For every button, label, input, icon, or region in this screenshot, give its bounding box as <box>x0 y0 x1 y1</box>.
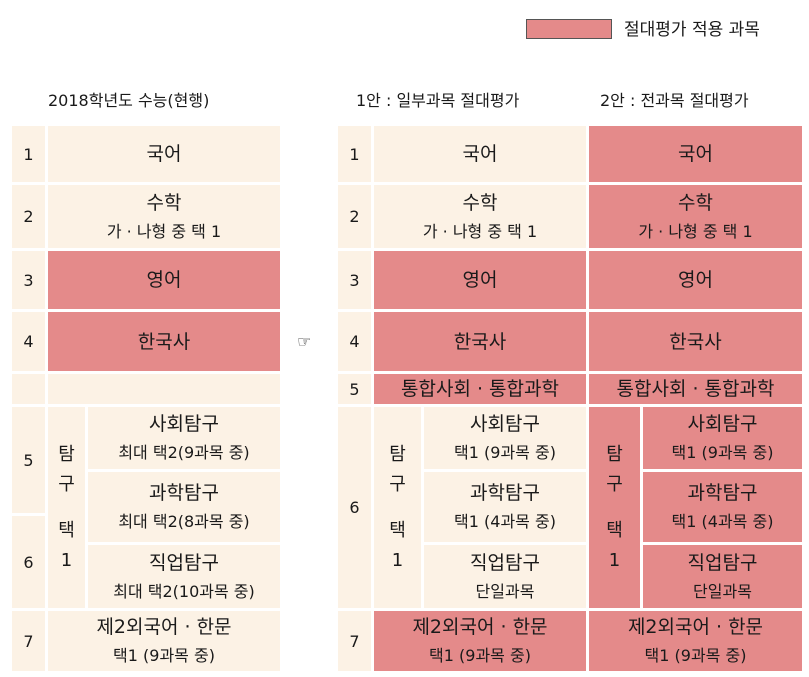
plan1-vocational-inquiry: 직업탐구 단일과목 <box>424 545 586 608</box>
science-inquiry-option: 최대 택2(8과목 중) <box>118 512 250 531</box>
plan2-foreign-title: 제2외국어 · 한문 <box>627 616 764 638</box>
subject-math-title: 수학 <box>146 191 182 214</box>
plan2-math-title: 수학 <box>678 191 713 214</box>
plan2-science-title: 과학탐구 <box>687 482 758 504</box>
plan1-vocational-option: 단일과목 <box>475 581 535 601</box>
elective-char: 1 <box>60 549 73 571</box>
plan2-social-inquiry: 사회탐구 택1 (9과목 중) <box>643 407 802 469</box>
social-inquiry-title: 사회탐구 <box>149 413 219 435</box>
vocational-inquiry-title: 직업탐구 <box>149 551 219 574</box>
plan1-social-option: 택1 (9과목 중) <box>454 443 556 462</box>
plan1-korean-history: 한국사 <box>374 312 586 371</box>
row-number: 7 <box>12 611 45 671</box>
plan2-social-title: 사회탐구 <box>687 413 758 435</box>
empty-number-cell <box>12 374 45 404</box>
elective-char: 구 <box>389 473 406 495</box>
plan1-math-title: 수학 <box>462 191 498 214</box>
plan2-korean-history: 한국사 <box>589 312 802 371</box>
row-number: 1 <box>12 126 45 182</box>
plan2-foreign-option: 택1 (9과목 중) <box>644 646 747 665</box>
elective-char: 탐 <box>58 443 75 465</box>
elective-label-vertical: 탐 구 택 1 <box>48 407 85 608</box>
elective-char: 택 <box>606 519 623 541</box>
row-number: 4 <box>338 312 371 371</box>
plan2-math-option: 가 · 나형 중 택 1 <box>638 221 753 241</box>
elective-char: 1 <box>391 549 404 571</box>
plan1-science-option: 택1 (4과목 중) <box>454 512 556 531</box>
plan2-vocational-title: 직업탐구 <box>687 551 758 574</box>
row-number: 2 <box>12 185 45 248</box>
row-number: 5 <box>12 407 45 513</box>
plan1-science-title: 과학탐구 <box>470 482 540 504</box>
subject-math: 수학 가 · 나형 중 택 1 <box>48 185 280 248</box>
subject-english: 영어 <box>48 251 280 309</box>
plan1-foreign-title: 제2외국어 · 한문 <box>412 616 548 638</box>
plan1-second-foreign-language: 제2외국어 · 한문 택1 (9과목 중) <box>374 611 586 671</box>
elective-char: 구 <box>606 473 623 495</box>
elective-char: 1 <box>608 549 621 571</box>
plan2-second-foreign-language: 제2외국어 · 한문 택1 (9과목 중) <box>589 611 802 671</box>
row-number: 3 <box>12 251 45 309</box>
legend-swatch <box>526 19 612 39</box>
science-inquiry-title: 과학탐구 <box>149 482 219 504</box>
plan2-vocational-inquiry: 직업탐구 단일과목 <box>643 545 802 608</box>
row-number: 6 <box>338 407 371 608</box>
plan1-science-inquiry: 과학탐구 택1 (4과목 중) <box>424 472 586 542</box>
subject-vocational-inquiry: 직업탐구 최대 택2(10과목 중) <box>88 545 280 608</box>
elective-char: 탐 <box>389 443 406 465</box>
plan1-foreign-option: 택1 (9과목 중) <box>429 646 531 665</box>
elective-char: 탐 <box>606 443 623 465</box>
row-number: 1 <box>338 126 371 182</box>
subject-math-option: 가 · 나형 중 택 1 <box>106 221 222 241</box>
plan2-science-inquiry: 과학탐구 택1 (4과목 중) <box>643 472 802 542</box>
row-number: 5 <box>338 374 371 404</box>
row-number: 6 <box>12 516 45 608</box>
plan1-header: 1안 : 일부과목 절대평가 <box>356 91 520 110</box>
elective-char: 구 <box>58 473 75 495</box>
plan1-english: 영어 <box>374 251 586 309</box>
plan1-social-inquiry: 사회탐구 택1 (9과목 중) <box>424 407 586 469</box>
social-inquiry-option: 최대 택2(9과목 중) <box>118 443 250 462</box>
row-number: 2 <box>338 185 371 248</box>
plan2-header: 2안 : 전과목 절대평가 <box>600 91 749 110</box>
plan2-elective-label-vertical: 탐 구 택 1 <box>589 407 640 608</box>
plan1-math: 수학 가 · 나형 중 택 1 <box>374 185 586 248</box>
subject-science-inquiry: 과학탐구 최대 택2(8과목 중) <box>88 472 280 542</box>
plan1-social-title: 사회탐구 <box>470 413 540 435</box>
plan1-vocational-title: 직업탐구 <box>470 551 540 574</box>
subject-social-inquiry: 사회탐구 최대 택2(9과목 중) <box>88 407 280 469</box>
empty-subject-cell <box>48 374 280 404</box>
plan2-math: 수학 가 · 나형 중 택 1 <box>589 185 802 248</box>
plan1-korean: 국어 <box>374 126 586 182</box>
plan1-math-option: 가 · 나형 중 택 1 <box>422 221 538 241</box>
current-system-header: 2018학년도 수능(현행) <box>48 91 210 110</box>
subject-second-foreign-language: 제2외국어 · 한문 택1 (9과목 중) <box>48 611 280 671</box>
row-number: 4 <box>12 312 45 371</box>
plan1-elective-label-vertical: 탐 구 택 1 <box>374 407 421 608</box>
plan2-vocational-option: 단일과목 <box>693 581 752 601</box>
legend-label: 절대평가 적용 과목 <box>624 20 760 40</box>
row-number: 3 <box>338 251 371 309</box>
plan2-science-option: 택1 (4과목 중) <box>671 512 774 531</box>
vocational-inquiry-option: 최대 택2(10과목 중) <box>113 581 255 601</box>
subject-korean-history: 한국사 <box>48 312 280 371</box>
foreign-language-option: 택1 (9과목 중) <box>113 646 215 665</box>
elective-char: 택 <box>58 519 75 541</box>
foreign-language-title: 제2외국어 · 한문 <box>96 616 232 638</box>
plan1-integrated: 통합사회 · 통합과학 <box>374 374 586 404</box>
plan2-english: 영어 <box>589 251 802 309</box>
plan2-korean: 국어 <box>589 126 802 182</box>
row-number: 7 <box>338 611 371 671</box>
plan2-integrated: 통합사회 · 통합과학 <box>589 374 802 404</box>
subject-korean: 국어 <box>48 126 280 182</box>
plan2-social-option: 택1 (9과목 중) <box>671 443 774 462</box>
pointing-hand-icon: ☞ <box>297 332 312 351</box>
elective-char: 택 <box>389 519 406 541</box>
